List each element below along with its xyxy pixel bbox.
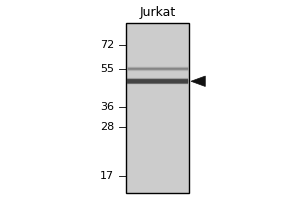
Polygon shape	[191, 76, 205, 86]
Text: 17: 17	[100, 171, 114, 181]
Bar	[126, 23, 189, 193]
Text: Jurkat: Jurkat	[139, 6, 176, 19]
Text: 36: 36	[100, 102, 114, 112]
Text: 28: 28	[100, 122, 114, 132]
Text: 72: 72	[100, 40, 114, 50]
Text: 55: 55	[100, 64, 114, 74]
